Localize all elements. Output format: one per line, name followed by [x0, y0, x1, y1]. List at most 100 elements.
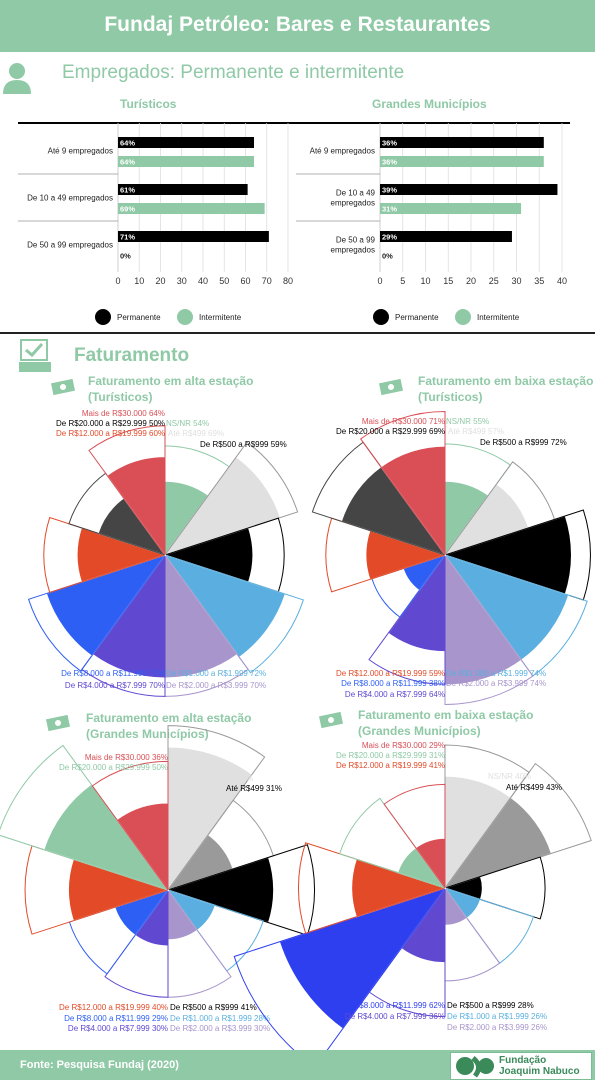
bar-value-label: 0% [382, 252, 393, 261]
pie2-title: Faturamento em baixa estação (Turísticos) [418, 374, 594, 404]
pie-label: Até R$499 31% [226, 784, 282, 793]
category-label: De 50 a 99 empregados [27, 241, 113, 250]
category-label: De 50 a 99 [336, 236, 376, 245]
x-tick-label: 5 [400, 276, 405, 286]
pie-slice-outline [338, 797, 446, 889]
x-tick-label: 30 [177, 276, 187, 286]
pie-slice-outline [368, 554, 446, 685]
pie-label: De R$4.000 a R$7.999 36% [345, 1012, 445, 1021]
pie-label: Até R$499 69% [168, 429, 224, 438]
section-divider [0, 332, 595, 334]
pie-slice-outline [104, 889, 169, 998]
logo-line1: Fundação [499, 1055, 547, 1066]
bar [380, 203, 522, 214]
pie-label: De R$2.000 a R$3.999 74% [446, 679, 546, 688]
pie-label: De R$4.000 a R$7.999 30% [68, 1024, 168, 1033]
pie-label: Mais de R$30.000 36% [85, 753, 168, 762]
pie-label: De R$8.000 a R$11.999 38% [341, 679, 445, 688]
pie-label: De R$2.000 a R$3.999 30% [170, 1024, 270, 1033]
pie-label: De R$8.000 a R$11.999 71% [61, 669, 165, 678]
category-label: empregados [331, 246, 375, 255]
pie-slice-outline [164, 554, 304, 674]
x-tick-label: 35 [534, 276, 544, 286]
category-label: Até 9 empregados [310, 147, 375, 156]
bar [380, 184, 558, 195]
bar-value-label: 31% [382, 205, 397, 214]
money-icon [378, 378, 404, 396]
register-icon [19, 339, 51, 372]
pie-slice-outline [24, 845, 169, 935]
bar [118, 156, 254, 167]
pie-label: De R$12.000 a R$19.999 60% [56, 429, 165, 438]
pie-label: De R$1.000 a R$1.999 26% [447, 1012, 547, 1021]
pie1-title: Faturamento em alta estação (Turísticos) [88, 374, 254, 404]
pie-slice [163, 456, 281, 556]
pie-slice-outline [359, 411, 446, 556]
pie-label: NS/NR 54% [166, 419, 209, 428]
money-icon [318, 711, 344, 729]
page-title: Fundaj Petróleo: Bares e Restaurantes [104, 13, 491, 36]
pie-label: De R$4.000 a R$7.999 64% [345, 690, 445, 699]
section-title-employees: Empregados: Permanente e intermitente [62, 62, 405, 83]
x-tick-label: 60 [240, 276, 250, 286]
bar [380, 137, 544, 148]
bar-value-label: 0% [120, 252, 131, 261]
pie-slice-outline [325, 517, 446, 593]
pie-label: De R$500 a R$999 41% [170, 1003, 257, 1012]
category-label: De 10 a 49 empregados [27, 194, 113, 203]
pie-label: De R$20.000 a R$29.999 50% [56, 419, 165, 428]
bar-chart-title-turisticos: Turísticos [120, 97, 177, 111]
pie4-title: Faturamento em baixa estação (Grandes Mun… [358, 708, 534, 738]
pie-label: De R$12.000 a R$19.999 41% [336, 761, 445, 770]
fundaj-logo: Fundação Joaquim Nabuco [450, 1052, 592, 1080]
legend-label: Permanente [117, 313, 161, 322]
pie-slice-outline [444, 856, 546, 920]
pie-slice [167, 746, 253, 892]
pie3-title: Faturamento em alta estação (Grandes Muni… [86, 711, 252, 741]
x-tick-label: 15 [443, 276, 453, 286]
logo-line2: Joaquim Nabuco [499, 1066, 580, 1077]
bar [118, 203, 265, 214]
pie-slice-outline [164, 441, 299, 556]
bar [380, 231, 512, 242]
pie-label: De R$12.000 a R$19.999 59% [336, 669, 445, 678]
pie-slice [43, 783, 170, 891]
x-tick-label: 40 [198, 276, 208, 286]
pie-slice-outline [311, 441, 446, 556]
x-tick-label: 10 [420, 276, 430, 286]
pie-label: De R$20.000 a R$29.999 50% [59, 763, 168, 772]
pie-label: De R$500 a R$999 59% [200, 440, 287, 449]
legend-label: Intermitente [477, 313, 520, 322]
bar [118, 184, 248, 195]
legend-label: Intermitente [199, 313, 242, 322]
pie-slice [443, 554, 570, 661]
pie-label: De R$20.000 a R$29.999 69% [336, 427, 445, 436]
x-tick-label: 70 [262, 276, 272, 286]
money-icon [45, 714, 71, 732]
pie-slice [45, 554, 167, 657]
bar-value-label: 61% [120, 186, 135, 195]
money-icon [50, 378, 76, 396]
pie-label: Até R$499 43% [506, 783, 562, 792]
pie-slice-outline [383, 783, 446, 889]
pie-slice-outline [164, 554, 249, 697]
section-title-revenue: Faturamento [74, 345, 190, 366]
pie-slice-outline [81, 554, 166, 697]
pie-slice [444, 553, 523, 686]
pie-slice-outline [297, 842, 446, 934]
pie-label: NS/NR 46% [210, 774, 253, 783]
pie-slice-outline [444, 554, 534, 706]
legend-swatch [95, 309, 111, 325]
x-tick-label: 40 [557, 276, 567, 286]
pie-label: De R$2.000 a R$3.999 26% [447, 1023, 547, 1032]
pie-label: De R$1.000 a R$1.999 28% [170, 1014, 270, 1023]
pie-label: Até R$499 57% [448, 427, 504, 436]
pie-label: Mais de R$30.000 71% [362, 417, 445, 426]
pie-label: De R$20.000 a R$29.999 31% [336, 751, 445, 760]
pie-slice-outline [88, 425, 166, 556]
x-tick-label: 10 [134, 276, 144, 286]
pie-label: De R$4.000 a R$7.999 70% [65, 681, 165, 690]
pie-label: De R$12.000 a R$19.999 40% [59, 1003, 168, 1012]
pie-slice-outline [233, 887, 446, 1050]
pie-slice-outline [368, 887, 446, 1018]
